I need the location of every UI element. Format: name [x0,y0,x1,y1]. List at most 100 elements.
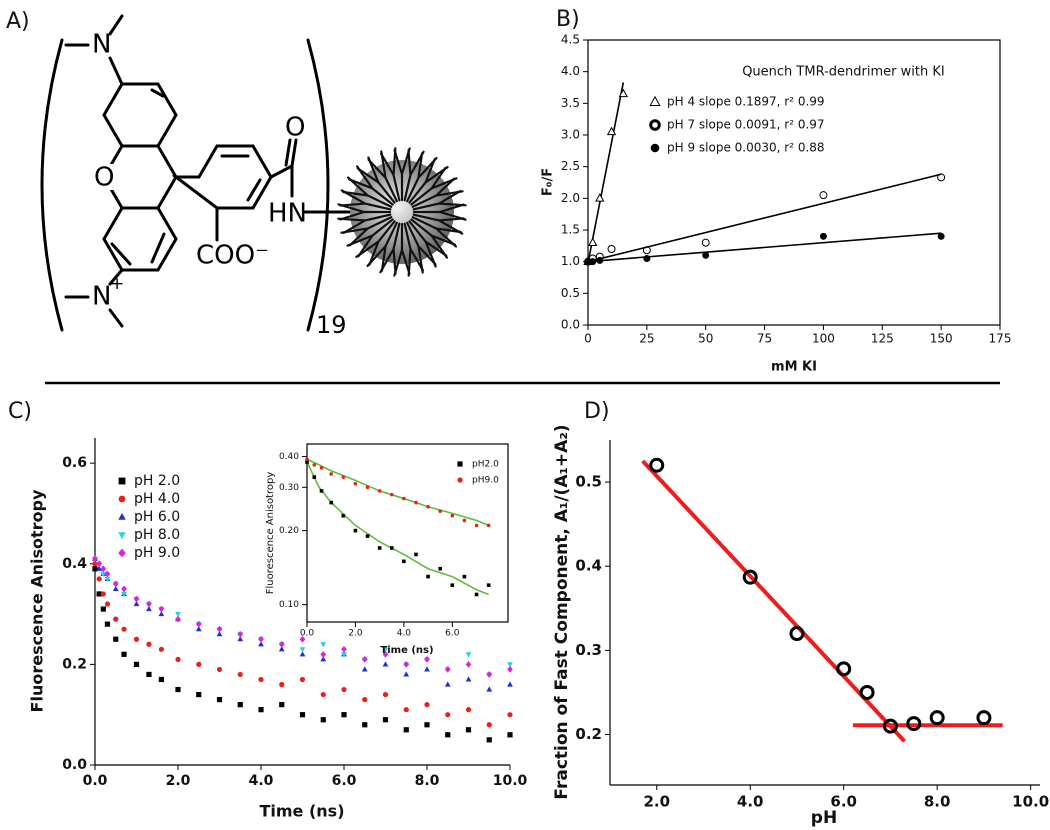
x-tick-label: 0 [584,332,592,346]
point [424,655,430,663]
point [104,576,111,582]
y-tick-label: 1.0 [561,254,580,268]
point [507,666,513,673]
point [353,482,358,486]
dendrimer-branch [379,147,401,202]
point [113,636,119,642]
point [158,646,164,652]
dendrimer-branch [410,166,458,206]
point [175,611,181,618]
point [196,661,202,667]
y-tick-label: 0.0 [561,318,580,332]
x-tick-label: 75 [757,332,772,346]
point [312,475,317,479]
point [195,620,202,628]
point [100,571,107,577]
legend-marker [118,477,126,485]
point [279,681,285,688]
dendrimer-branch [393,222,411,277]
point [104,570,111,578]
ring [102,144,178,210]
point [299,712,306,718]
y-tick-label: 4.0 [561,64,580,78]
point [121,591,127,598]
point [365,534,370,538]
point [237,671,243,678]
dendrimer-branch [411,177,464,208]
point [299,647,306,653]
point [906,716,922,732]
y-axis-label: Fraction of Fast Component, A₁/(A₁+A₂) [552,424,572,799]
point [465,727,472,733]
atom: N [92,282,111,312]
point [438,566,442,571]
point [507,662,513,668]
y-tick-label: 0.0 [62,757,87,773]
point [424,722,430,728]
point [486,671,493,678]
y-tick-label: 0.10 [279,600,299,610]
panel-label: B) [556,7,580,32]
point [403,671,410,677]
point [596,256,604,264]
point [353,528,358,533]
x-tick-label: 8.0 [415,773,440,789]
bond [64,268,124,328]
fit-line [587,82,625,264]
point [595,193,605,202]
point [618,88,629,98]
point [702,251,710,259]
legend-marker [650,143,660,153]
point [96,591,102,597]
dendrimer-branch [339,189,392,211]
ring [102,206,178,272]
point [133,636,140,642]
atom: COO⁻ [196,241,269,271]
point [588,237,598,246]
atom-bg [92,164,114,190]
point [320,642,327,648]
point [643,255,651,262]
point [329,472,334,476]
point [216,666,223,673]
y-tick-label: 0.2 [62,656,87,672]
point [444,666,451,673]
legend-marker [118,548,126,558]
point [445,712,451,718]
point [426,504,430,509]
point [100,565,107,573]
point [382,717,389,723]
dendrimer-branch [412,213,465,235]
point [158,605,165,613]
repeat-count: 19 [316,311,347,339]
point [175,686,181,693]
x-tick-label: 6.0 [332,773,357,789]
dendrimer-branch [406,221,437,274]
y-tick-label: 0.5 [561,286,580,300]
point [96,576,102,582]
point [133,661,140,667]
point [819,232,827,240]
dendrimer-branch [348,165,394,206]
point [450,513,455,518]
point [100,606,106,612]
legend-label: pH 4.0 [134,491,180,507]
x-tick-label: 4.0 [737,793,764,811]
x-tick-label: 125 [871,332,894,346]
point [819,191,828,200]
y-tick-label: 0.4 [62,556,87,572]
point [258,707,264,713]
dendrimer-branch [337,213,392,235]
point [133,600,140,607]
point [486,523,491,528]
bond [64,14,124,86]
point [104,601,111,607]
dendrimer-branch [367,150,398,203]
point [361,655,368,663]
dendrimer-branch [356,156,396,204]
point [929,710,945,726]
point [158,676,164,683]
x-axis-label: Time (ns) [380,645,433,656]
dendrimer-branch [412,189,467,211]
